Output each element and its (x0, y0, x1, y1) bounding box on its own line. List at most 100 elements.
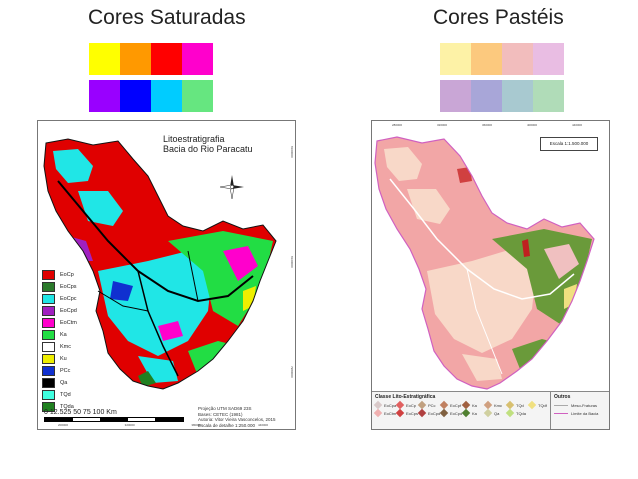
pastel-swatch (502, 43, 533, 75)
legend-label: TQd (60, 391, 71, 398)
legend-swatch (42, 377, 55, 388)
coordinate-tick: 7980000 (290, 366, 294, 378)
pastel-legend-item: Qa (483, 408, 507, 418)
legend-item: Ka (42, 329, 77, 340)
legend-item: Ku (42, 353, 77, 364)
heading-saturated: Cores Saturadas (88, 6, 246, 29)
pastel-legend-swatch (483, 408, 493, 418)
credit-line: Escala de detalhe 1:250.000 (198, 422, 256, 428)
coordinate-tick: 8100000 (290, 146, 294, 158)
pastel-legend: Classe Lito-Estratigráfica EoCpa EoCp PCc E… (372, 391, 551, 429)
others-legend-list: Meso-Fraturas Limite da Bacia (551, 403, 609, 416)
pastel-legend-label: PCc (428, 402, 436, 408)
pastel-legend-label: EoCpd (450, 410, 463, 416)
legend-swatch (42, 401, 55, 412)
saturated-swatch (120, 43, 151, 75)
legend-swatch (42, 281, 55, 292)
pastel-legend-item: EoCpa (373, 400, 397, 410)
pastel-swatch (471, 43, 502, 75)
coordinate-tick: 280000 (392, 123, 403, 127)
pastel-palette (440, 43, 564, 112)
pastel-legend-item: Ka (461, 400, 485, 410)
pastel-legend-item: TQda (505, 408, 529, 418)
legend-label: Ka (60, 331, 67, 338)
pastel-legend-item: EoCpf (439, 400, 463, 410)
pastel-legend-item: PCc (417, 400, 441, 410)
pastel-swatch (502, 80, 533, 112)
saturated-palette (89, 43, 213, 112)
saturated-swatch (182, 43, 213, 75)
coordinate-tick: 440000 (572, 123, 583, 127)
scale-unit: Km (106, 409, 117, 416)
legend-swatch (42, 305, 55, 316)
pastel-legend-item: TQd (505, 400, 529, 410)
others-legend-item: Meso-Fraturas (554, 403, 609, 408)
pastel-legend-swatch (461, 408, 471, 418)
legend-swatch (42, 365, 55, 376)
coordinate-tick: 200000 (58, 423, 69, 427)
pastel-legend-label: TQdf (538, 402, 547, 408)
pastel-legend-label: EoCps (406, 410, 419, 416)
legend-item: Qa (42, 377, 77, 388)
legend-item: PCc (42, 365, 77, 376)
pastel-legend-item: Ka (461, 408, 485, 418)
scale-bar-graphic (44, 417, 184, 422)
others-legend-title: Outros (554, 394, 571, 400)
legend-label: Kmc (60, 343, 71, 350)
map-title: Litoestratigrafia Bacia do Rio Paracatu (163, 134, 288, 154)
pastel-legend-swatch (417, 408, 427, 418)
pastel-legend-swatch (439, 408, 449, 418)
others-legend-line (554, 412, 568, 415)
pastel-legend-label: Ka (472, 410, 477, 416)
pastel-legend-swatch (373, 408, 383, 418)
heading-pastel: Cores Pastéis (433, 6, 564, 29)
legend-item: Kmc (42, 341, 77, 352)
legend-label: EoCp (60, 271, 74, 278)
legend-item: EoCtm (42, 317, 77, 328)
legend-swatch (42, 317, 55, 328)
legend-label: PCc (60, 367, 71, 374)
pastel-legend-label: Kmc (494, 402, 502, 408)
pastel-legend-item: EoCtm (373, 408, 397, 418)
pastel-legend-item: EoCpd (439, 408, 463, 418)
pastel-legend-label: TQd (516, 402, 524, 408)
credit-line: Bases: CETEC (1981) (198, 411, 243, 417)
pastel-swatch (440, 80, 471, 112)
saturated-swatch (182, 80, 213, 112)
pastel-legend-title: Classe Lito-Estratigráfica (375, 394, 436, 400)
saturated-map-drawing (43, 138, 277, 390)
legend-swatch (42, 353, 55, 364)
legend-item: TQd (42, 389, 77, 400)
others-legend: Outros Meso-Fraturas Limite da Bacia (550, 391, 609, 429)
coordinate-tick: 440000 (258, 423, 269, 427)
coordinate-tick: 8160000 (290, 256, 294, 268)
pastel-legend-item: EoCps (395, 408, 419, 418)
pastel-map-drawing (374, 136, 595, 390)
pastel-legend-swatch (527, 400, 537, 410)
legend-swatch (42, 389, 55, 400)
pastel-legend-item: Kmc (483, 400, 507, 410)
legend-swatch (42, 341, 55, 352)
pastel-legend-label: Ka (472, 402, 477, 408)
legend-label: EoCpd (60, 307, 77, 314)
coordinate-tick: 360000 (482, 123, 493, 127)
legend-label: Ku (60, 355, 67, 362)
pastel-swatch (533, 43, 564, 75)
coordinate-tick: 320000 (437, 123, 448, 127)
coordinate-tick: 320000 (124, 423, 135, 427)
pastel-legend-item: TQdf (527, 400, 551, 410)
saturated-swatch (151, 43, 182, 75)
scale-box: Escala 1:1.500.000 (540, 137, 598, 151)
saturated-swatch (120, 80, 151, 112)
saturated-swatch (89, 80, 120, 112)
map-title-line2: Bacia do Rio Paracatu (163, 144, 253, 154)
others-legend-item: Limite da Bacia (554, 411, 609, 416)
legend-item: EoCpd (42, 305, 77, 316)
pastel-map: Escala 1:1.500.000 Classe Lito-Estratigr… (371, 120, 610, 430)
map-credits: Projeção UTM SAD69 23S Bases: CETEC (1981… (198, 406, 276, 428)
legend-item: EoCp (42, 269, 77, 280)
saturated-swatch (151, 80, 182, 112)
credit-line: Autoria: Vitor Vieira Vasconcelos, 2015 (198, 417, 276, 422)
pastel-legend-grid: EoCpa EoCp PCc EoCpf Ka Kmc TQd TQdf EoCtm EoCps E… (373, 400, 551, 418)
pastel-legend-swatch (505, 408, 515, 418)
